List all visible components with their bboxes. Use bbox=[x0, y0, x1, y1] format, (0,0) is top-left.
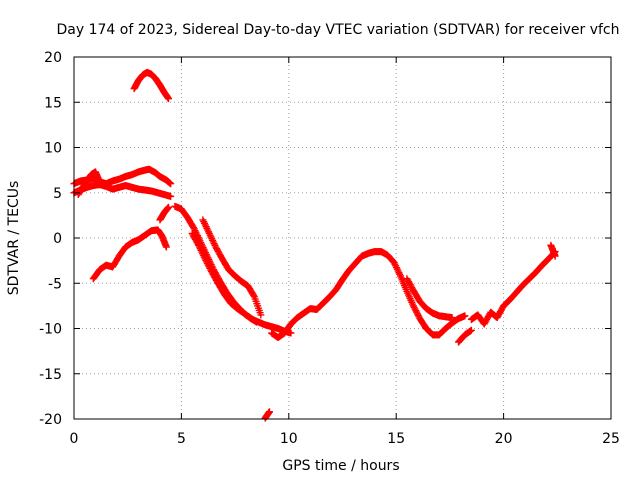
data-point bbox=[409, 302, 417, 310]
y-tick-label: -15 bbox=[39, 367, 62, 383]
data-point bbox=[551, 252, 559, 260]
x-tick-label: 5 bbox=[177, 431, 186, 447]
data-point bbox=[257, 311, 265, 319]
data-point bbox=[448, 314, 456, 322]
data-point bbox=[165, 95, 173, 103]
x-tick-label: 0 bbox=[70, 431, 79, 447]
y-tick-label: 0 bbox=[53, 231, 62, 247]
data-point bbox=[265, 408, 273, 416]
y-axis-label: SDTVAR / TECUs bbox=[6, 181, 22, 296]
data-point bbox=[162, 243, 170, 251]
x-tick-label: 10 bbox=[280, 431, 298, 447]
y-tick-label: -5 bbox=[48, 276, 62, 292]
data-point bbox=[205, 263, 213, 271]
grid bbox=[74, 57, 611, 419]
data-point bbox=[189, 224, 197, 232]
y-tick-label: 5 bbox=[53, 186, 62, 202]
y-tick-label: -20 bbox=[39, 412, 62, 428]
data-point bbox=[207, 266, 215, 274]
x-tick-label: 15 bbox=[387, 431, 405, 447]
series-arc-m bbox=[454, 326, 475, 346]
data-point bbox=[411, 305, 419, 313]
data-point bbox=[253, 318, 261, 326]
series-arc-n bbox=[467, 248, 559, 328]
data-point bbox=[201, 255, 209, 263]
series-arc-h bbox=[188, 229, 261, 326]
data-point bbox=[194, 240, 202, 248]
x-axis-ticks: 0 5 10 15 20 25 bbox=[70, 57, 620, 447]
series-arc-d bbox=[130, 68, 173, 103]
data-points bbox=[70, 68, 559, 422]
series-arc-c bbox=[74, 168, 104, 199]
y-tick-label: 20 bbox=[44, 50, 62, 66]
data-point bbox=[204, 261, 212, 269]
data-point bbox=[167, 180, 175, 188]
series-arc-l bbox=[403, 275, 456, 322]
data-point bbox=[410, 303, 418, 311]
data-point bbox=[412, 307, 420, 315]
series-arc-f bbox=[156, 203, 173, 224]
y-tick-label: 10 bbox=[44, 141, 62, 157]
data-point bbox=[202, 256, 210, 264]
x-axis-label: GPS time / hours bbox=[282, 458, 399, 474]
data-point bbox=[414, 311, 422, 319]
data-point bbox=[467, 326, 475, 334]
y-tick-label: -10 bbox=[39, 322, 62, 338]
data-point bbox=[461, 312, 469, 320]
series-arc-a bbox=[70, 165, 175, 188]
data-point bbox=[413, 308, 421, 316]
data-point bbox=[96, 178, 104, 186]
series-arc-k bbox=[268, 248, 469, 342]
series-arc-i bbox=[199, 216, 265, 319]
data-point bbox=[203, 260, 211, 268]
series-arc-e bbox=[89, 226, 170, 283]
data-point bbox=[287, 329, 295, 337]
x-tick-label: 25 bbox=[602, 431, 620, 447]
y-axis-ticks: -20 -15 -10 -5 0 5 10 15 20 bbox=[39, 50, 611, 428]
series-arc-j bbox=[261, 408, 273, 422]
data-point bbox=[165, 203, 173, 211]
data-point bbox=[167, 192, 175, 200]
y-tick-label: 15 bbox=[44, 95, 62, 111]
data-point bbox=[206, 264, 214, 272]
series-arc-o bbox=[547, 241, 559, 260]
series-arc-g bbox=[171, 202, 295, 337]
x-tick-label: 20 bbox=[495, 431, 513, 447]
data-point bbox=[250, 291, 258, 299]
chart-title: Day 174 of 2023, Sidereal Day-to-day VTE… bbox=[56, 22, 619, 38]
data-point bbox=[413, 310, 421, 318]
data-point bbox=[203, 258, 211, 266]
